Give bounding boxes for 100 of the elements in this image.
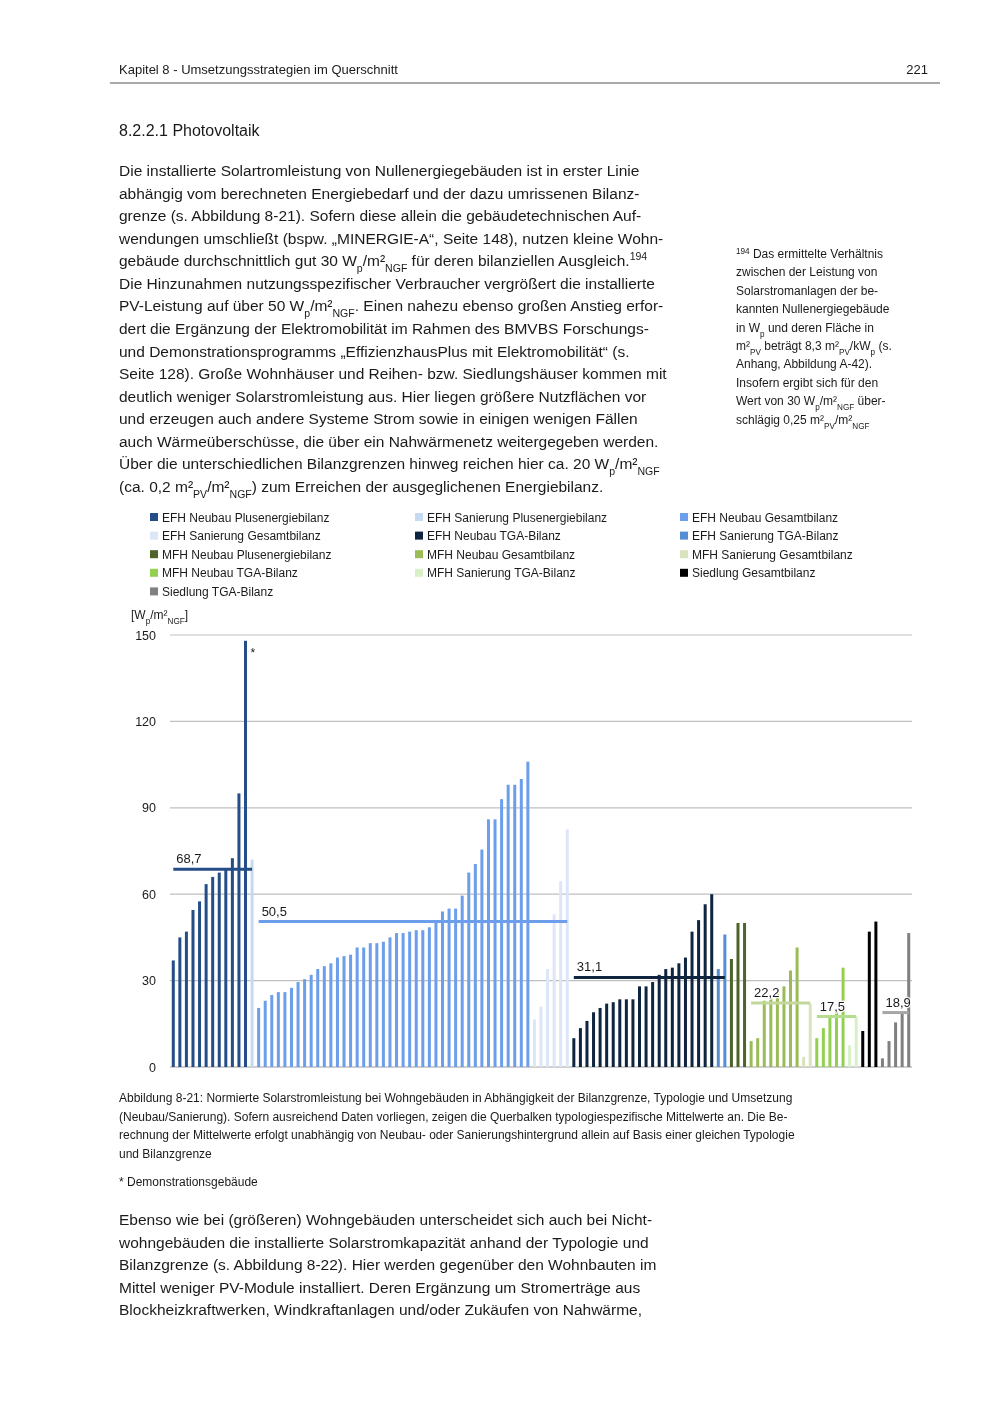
bar: [289, 987, 293, 1067]
bar: [716, 969, 720, 1067]
text: Die Hinzunahmen nutzungsspezifischer Verbraucher vergrößert die installierte: [119, 274, 655, 292]
bar: [381, 941, 385, 1067]
text: abhängig vom berechneten Energiebedarf und der dazu umrissenen Bilanz-: [119, 184, 640, 202]
bar: [250, 859, 254, 1067]
bar: [572, 1038, 576, 1067]
y-tick-label: 150: [135, 628, 157, 643]
bar: [605, 1003, 609, 1067]
bar: [723, 934, 727, 1067]
bar: [749, 1041, 753, 1067]
bar: [375, 943, 379, 1067]
text: Die installierte Solartromleistung von Nullenergiegebäuden ist in erster Linie: [119, 162, 640, 179]
bar: [598, 1007, 602, 1067]
text: Abbildung 8-21: Normierte Solarstromleistung bei Wohngebäuden in Abhängigkeit der Bilanzgrenze, Typologie und Umsetzung: [119, 1091, 793, 1105]
bar: [644, 986, 648, 1067]
text: schlägig 0,25 m²$_{PV}$/m²$_{NGF}$: [736, 412, 870, 431]
bar: [309, 974, 313, 1067]
bar: [427, 927, 431, 1067]
y-tick-label: 120: [135, 714, 157, 729]
bar: [795, 947, 799, 1067]
chart-title: 8.2.2.1 Photovoltaik: [119, 122, 261, 139]
legend-label: MFH Neubau Gesamtbilanz: [427, 547, 576, 562]
bar: [401, 933, 405, 1067]
bar: [263, 1000, 267, 1067]
text: * Demonstrationsgebäude: [119, 1175, 259, 1189]
bar: [362, 947, 366, 1067]
text: und erzeugen auch andere Systeme Strom sowie in einigen wenigen Fällen: [119, 410, 638, 428]
bar: [789, 970, 793, 1067]
data-label: 68,7: [176, 851, 202, 867]
text: $^{194}$ Das ermittelte Verhältnis: [736, 246, 883, 261]
bar: [651, 982, 655, 1067]
bar: [808, 1003, 812, 1067]
bar: [296, 982, 300, 1067]
text: in W$_{p}$ und deren Fläche in: [736, 320, 874, 339]
bar: [552, 914, 556, 1067]
bar: [900, 1012, 904, 1067]
text: Mittel weniger PV-Module installiert. Deren Ergänzung um Stromerträge aus: [119, 1278, 641, 1296]
text: rechnung der Mittelwerte erfolgt unabhängig von Neubau- oder Sanierungshintergrund allein auf Basis einer gleichen Typologie: [119, 1128, 795, 1143]
text: dert die Ergänzung der Elektromobilität im Rahmen des BMVBS Forschungs-: [119, 319, 649, 337]
legend-label: EFH Sanierung Gesamtbilanz: [162, 529, 321, 544]
text: Seite 128). Große Wohnhäuser und Reihen- bzw. Siedlungshäuser kommen mit: [119, 365, 668, 383]
bar: [802, 1056, 806, 1067]
bar: [815, 1038, 819, 1067]
bar: [848, 1045, 852, 1067]
annotation: *: [250, 645, 256, 660]
text: Anhang, Abbildung A-42).: [736, 357, 873, 372]
text: zwischen der Leistung von: [736, 265, 878, 280]
legend-label: Siedlung TGA-Bilanz: [162, 584, 274, 599]
bar: [585, 1020, 589, 1067]
text: Ebenso wie bei (größeren) Wohngebäuden unterscheidet sich auch bei Nicht-: [119, 1211, 653, 1228]
bar: [342, 956, 346, 1067]
data-label: 50,5: [261, 903, 287, 919]
text: Blockheizkraftwerken, Windkraftanlagen und/oder Zukäufen von Nahwärme,: [119, 1301, 642, 1319]
text: wohngebäuden die installierte Solarstromkapazität anhand der Typologie und: [118, 1233, 649, 1251]
legend-label: EFH Neubau Gesamtbilanz: [692, 510, 839, 525]
bar: [178, 937, 182, 1067]
bar: [782, 986, 786, 1067]
y-tick-label: 90: [142, 801, 157, 816]
legend-label: MFH Sanierung Gesamtbilanz: [692, 547, 853, 562]
bar: [821, 1028, 825, 1067]
bar: [283, 992, 287, 1067]
bar: [532, 1019, 536, 1067]
text: Bilanzgrenze (s. Abbildung 8-22). Hier werden gegenüber den Wohnbauten im: [119, 1256, 657, 1274]
text: PV-Leistung auf über 50 W$_{p}$/m²$_{NGF}$. Einen nahezu ebenso großen Anstieg erfor-: [119, 297, 664, 320]
text: grenze (s. Abbildung 8-21). Sofern diese allein die gebäudetechnischen Auf-: [119, 207, 642, 225]
bar: [854, 1016, 858, 1067]
text: m²$_{PV}$ beträgt 8,3 m²$_{PV}$/kW$_{p}$ (s.: [736, 339, 892, 357]
bar: [762, 1000, 766, 1067]
text: und Demonstrationsprogramms „EffizienzhausPlus mit Elektromobilität“ (s.: [119, 342, 630, 360]
bar: [191, 910, 195, 1067]
bar: [414, 930, 418, 1067]
bar: [592, 1012, 596, 1067]
bar: [171, 960, 175, 1067]
y-tick-label: 0: [149, 1060, 157, 1075]
bar: [421, 930, 425, 1067]
bar: [270, 995, 274, 1067]
bar: [322, 966, 326, 1067]
legend-label: MFH Neubau Plusenergiebilanz: [162, 547, 332, 562]
bar: [316, 969, 320, 1067]
bar: [611, 1002, 615, 1067]
bar: [355, 947, 359, 1067]
text: (Neubau/Sanierung). Sofern ausreichend Daten vorliegen, zeigen die Querbalken typologiespezifische Mittelwerte an. Die Be-: [119, 1109, 788, 1124]
bar: [729, 959, 733, 1067]
legend-label: EFH Sanierung TGA-Bilanz: [692, 529, 839, 544]
text: 221: [906, 62, 928, 77]
bar: [349, 954, 353, 1067]
data-label: 22,2: [754, 985, 780, 1001]
text: Über die unterschiedlichen Bilanzgrenzen hinweg reichen hier ca. 20 W$_{p}$/m²$_{NGF}$: [119, 455, 661, 478]
legend-label: EFH Neubau Plusenergiebilanz: [162, 510, 330, 525]
y-tick-label: 30: [142, 974, 157, 989]
bar: [618, 999, 622, 1067]
bar: [559, 881, 563, 1067]
bar: [539, 1006, 543, 1067]
bar: [894, 1022, 898, 1067]
text: wendungen umschließt (bspw. „MINERGIE-A“, Seite 148), nutzen kleine Wohn-: [118, 229, 664, 247]
text: Wert von 30 W$_{p}$/m²$_{NGF}$ über-: [736, 394, 886, 412]
text: (ca. 0,2 m²$_{PV}$/m²$_{NGF}$) zum Erreichen der ausgeglichenen Energiebilanz.: [119, 477, 604, 500]
text: Solarstromanlagen der be-: [736, 283, 879, 298]
text: Insofern ergibt sich für den: [736, 375, 879, 390]
